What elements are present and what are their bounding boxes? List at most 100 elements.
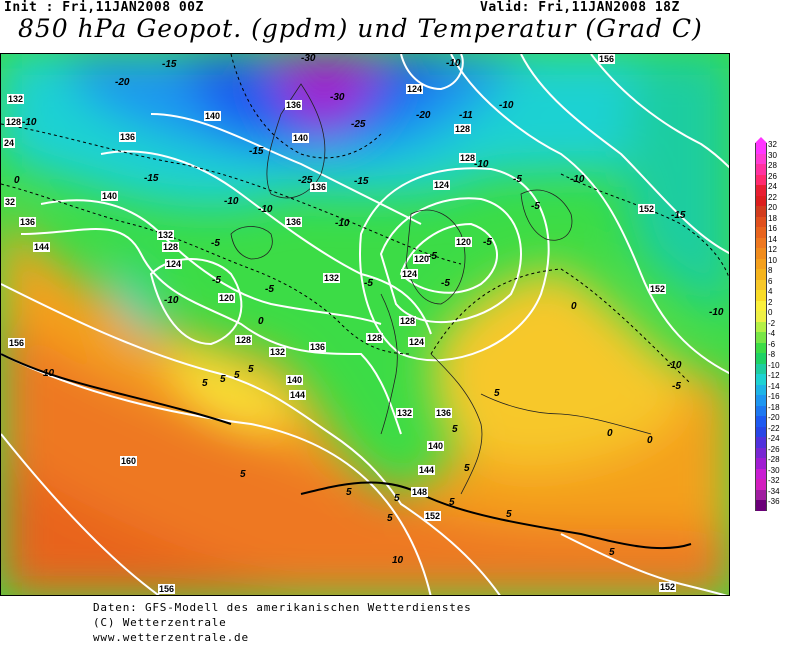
temperature-label: 5 [609, 547, 615, 558]
temperature-label: -10 [22, 117, 37, 128]
geopotential-label: 140 [286, 375, 304, 385]
geopotential-label: 128 [399, 316, 417, 326]
temperature-label: -10 [570, 174, 585, 185]
legend-color-box [755, 258, 767, 269]
temperature-label: -5 [441, 278, 450, 289]
temperature-label: -5 [212, 275, 221, 286]
legend-value: -26 [768, 444, 780, 454]
legend-color-box [755, 321, 767, 332]
legend-color-box [755, 164, 767, 175]
legend-value: 26 [768, 171, 777, 181]
geopotential-label: 152 [659, 582, 677, 592]
geopotential-label: 132 [269, 347, 287, 357]
legend-value: -14 [768, 381, 780, 391]
legend-value: -8 [768, 350, 776, 359]
legend-color-box [755, 426, 767, 437]
geopotential-label: 128 [162, 242, 180, 252]
geopotential-label: 136 [309, 342, 327, 352]
temperature-label: 10 [392, 555, 404, 566]
legend-color-box [755, 332, 767, 343]
temperature-label: 5 [394, 493, 400, 504]
temperature-label: 5 [452, 424, 458, 435]
temperature-label: 0 [14, 175, 20, 186]
legend-value: 32 [768, 140, 777, 149]
geopotential-label: 124 [406, 84, 424, 94]
geopotential-label: 136 [285, 100, 303, 110]
legend-value: -20 [768, 413, 780, 422]
temperature-label: -25 [298, 175, 313, 186]
legend-arrow-down-icon [755, 505, 767, 511]
legend-color-box [755, 237, 767, 248]
credit-website-link[interactable]: www.wetterzentrale.de [93, 631, 249, 644]
temperature-label: -11 [459, 110, 473, 121]
legend-value: -10 [768, 360, 780, 370]
legend-value: 22 [768, 192, 777, 202]
temperature-label: 5 [449, 497, 455, 508]
legend-color-box [755, 374, 767, 385]
legend-value: 18 [768, 213, 777, 223]
geopotential-label: 132 [157, 230, 175, 240]
geopotential-label: 140 [292, 133, 310, 143]
temperature-legend [755, 143, 767, 511]
legend-value: -18 [768, 402, 780, 412]
map-field [1, 54, 729, 595]
legend-color-box [755, 489, 767, 500]
geopotential-label: 156 [8, 338, 26, 348]
temperature-contours [1, 54, 729, 385]
geopotential-label: 160 [120, 456, 138, 466]
legend-value: 12 [768, 245, 777, 254]
geopotential-label: 140 [427, 441, 445, 451]
legend-color-box [755, 437, 767, 448]
temperature-label: -10 [258, 204, 273, 215]
legend-value: 4 [768, 287, 773, 296]
temperature-label: -10 [709, 307, 724, 318]
geopotential-label: 124 [165, 259, 183, 269]
temperature-label: -20 [416, 110, 431, 121]
legend-color-box [755, 384, 767, 395]
geopotential-label: 144 [418, 465, 436, 475]
temperature-label: 0 [607, 428, 613, 439]
weather-map: 132 128 24 136 140 136 140 136 124 128 128 124 136 14… [0, 53, 730, 596]
temperature-label: -10 [335, 218, 350, 229]
temperature-label: 10 [43, 368, 55, 379]
legend-color-box [755, 395, 767, 406]
legend-value: -34 [768, 486, 780, 496]
temperature-label: 5 [387, 513, 393, 524]
geopotential-label: 136 [435, 408, 453, 418]
temperature-label: -10 [224, 196, 239, 207]
temperature-label: 5 [234, 370, 240, 381]
legend-value: 28 [768, 161, 777, 170]
geopotential-label: 128 [459, 153, 477, 163]
legend-value: -6 [768, 339, 776, 349]
legend-color-box [755, 185, 767, 196]
geopotential-label: 148 [411, 487, 429, 497]
temperature-label: -15 [162, 59, 177, 70]
zero-isotherm [1, 353, 692, 550]
temperature-label: -10 [164, 295, 179, 306]
temperature-label: -10 [446, 58, 461, 69]
geopotential-label: 140 [204, 111, 222, 121]
legend-arrow-up-icon [755, 137, 767, 143]
temperature-label: -5 [513, 174, 522, 185]
legend-value: -30 [768, 465, 780, 475]
temperature-label: 5 [220, 374, 226, 385]
temperature-label: -15 [354, 176, 369, 187]
temperature-label: -5 [211, 238, 220, 249]
temperature-label: -10 [499, 100, 514, 111]
legend-value: 16 [768, 224, 777, 233]
temperature-label: 5 [202, 378, 208, 389]
temperature-label: -5 [531, 201, 540, 212]
geopotential-label: 132 [396, 408, 414, 418]
geopotential-label: 132 [323, 273, 341, 283]
legend-color-box [755, 479, 767, 490]
geopotential-label: 156 [158, 584, 176, 594]
legend-value: 10 [768, 255, 777, 265]
temperature-label: 5 [506, 509, 512, 520]
legend-value: 14 [768, 234, 777, 244]
temperature-label: 5 [248, 364, 254, 375]
temperature-label: -10 [474, 159, 489, 170]
legend-value: -22 [768, 423, 780, 433]
temperature-label: 5 [464, 463, 470, 474]
geopotential-label: 152 [649, 284, 667, 294]
legend-value: 0 [768, 308, 773, 317]
